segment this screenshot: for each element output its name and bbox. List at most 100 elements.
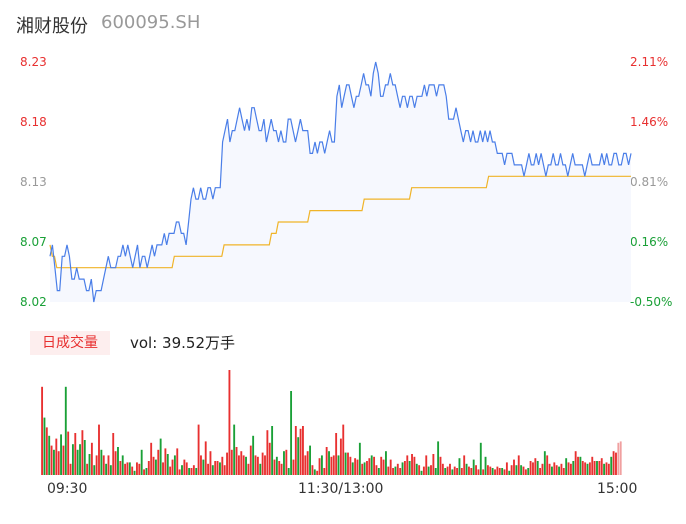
volume-bar xyxy=(351,462,354,475)
volume-bar xyxy=(610,456,613,475)
volume-bar xyxy=(240,451,243,475)
volume-bar xyxy=(619,441,622,475)
volume-bar xyxy=(192,465,195,475)
volume-bar xyxy=(342,424,345,475)
volume-bar xyxy=(456,468,459,475)
volume-bar xyxy=(228,370,231,475)
price-tick-label: 8.18 xyxy=(20,115,47,129)
volume-total: vol: 39.52万手 xyxy=(130,334,235,352)
volume-bar xyxy=(235,447,238,475)
volume-bar xyxy=(200,455,202,475)
volume-bar xyxy=(330,456,333,475)
volume-bar xyxy=(389,459,392,475)
volume-bar xyxy=(581,461,584,475)
volume-bar xyxy=(579,456,582,475)
volume-bar xyxy=(517,455,520,475)
volume-bar xyxy=(221,456,224,475)
volume-bar xyxy=(558,466,560,475)
volume-bar xyxy=(45,427,48,475)
volume-bar xyxy=(513,459,515,475)
volume-bar xyxy=(420,470,423,475)
volume-bar xyxy=(313,469,316,475)
volume-bar xyxy=(98,424,100,475)
volume-bar xyxy=(593,461,596,475)
volume-bar xyxy=(323,468,326,475)
volume-bar xyxy=(524,469,527,475)
volume-bar xyxy=(71,444,74,475)
volume-bar xyxy=(249,445,252,475)
volume-bar xyxy=(387,466,390,475)
volume-bar xyxy=(81,430,84,475)
volume-bar xyxy=(264,455,266,475)
volume-bar xyxy=(358,442,361,475)
volume-bar xyxy=(392,468,394,475)
volume-bar xyxy=(181,465,183,475)
volume-bar xyxy=(57,451,60,475)
volume-bar xyxy=(223,465,226,475)
volume-bar xyxy=(266,430,269,475)
volume-bar xyxy=(332,455,335,475)
volume-bar xyxy=(157,449,160,475)
volume-bar xyxy=(339,438,342,475)
volume-bar xyxy=(418,465,421,475)
volume-bar xyxy=(482,469,485,475)
volume-bar xyxy=(368,458,371,475)
volume-bar xyxy=(159,438,162,475)
volume-bar xyxy=(477,469,480,475)
volume-bar xyxy=(140,449,143,475)
volume-bar xyxy=(88,454,91,475)
volume-bar xyxy=(202,459,205,475)
volume-bar xyxy=(102,455,105,475)
volume-bar xyxy=(370,455,373,475)
volume-bar xyxy=(335,433,338,475)
volume-bar xyxy=(394,466,397,475)
volume-bar xyxy=(515,465,518,475)
volume-bar xyxy=(439,456,442,475)
percent-tick-label: 0.81% xyxy=(630,175,669,189)
volume-bar xyxy=(219,462,221,475)
volume-bar xyxy=(275,456,278,475)
volume-bar xyxy=(285,449,288,475)
volume-bar xyxy=(195,468,198,475)
volume-bar xyxy=(413,456,416,475)
volume-bar xyxy=(498,468,501,475)
volume-bar xyxy=(121,455,124,475)
volume-bar xyxy=(361,463,364,475)
volume-bar xyxy=(451,469,454,475)
volume-bar xyxy=(304,455,307,475)
volume-bar xyxy=(145,468,148,475)
volume-bar xyxy=(86,463,89,475)
volume-bar xyxy=(114,451,117,475)
volume-bar xyxy=(600,458,603,475)
volume-bar xyxy=(453,466,456,475)
volume-bar xyxy=(242,455,245,475)
volume-badge[interactable]: 日成交量 xyxy=(30,331,110,355)
volume-bar xyxy=(380,456,383,475)
volume-bar xyxy=(62,445,65,475)
volume-bar xyxy=(188,468,191,475)
volume-bar xyxy=(551,466,553,475)
volume-bar xyxy=(117,447,119,475)
volume-bar xyxy=(425,455,428,475)
volume-bar xyxy=(128,462,131,475)
volume-bar xyxy=(43,417,46,475)
volume-bar xyxy=(522,466,525,475)
volume-bar xyxy=(577,456,579,475)
volume-bar xyxy=(444,468,447,475)
time-tick-label: 15:00 xyxy=(597,481,638,497)
volume-bar xyxy=(489,466,492,475)
volume-bar xyxy=(230,449,233,475)
volume-bar xyxy=(366,461,368,475)
volume-bar xyxy=(603,463,606,475)
volume-bar xyxy=(183,459,186,475)
volume-bar xyxy=(169,466,172,475)
volume-bar xyxy=(119,461,122,475)
volume-bar xyxy=(560,463,563,475)
volume-bar xyxy=(449,463,451,475)
volume-bar xyxy=(465,463,468,475)
volume-bar xyxy=(173,455,176,475)
volume-bar xyxy=(53,449,55,475)
volume-bar xyxy=(584,462,587,475)
stock-code: 600095.SH xyxy=(101,12,201,33)
volume-bar xyxy=(470,468,473,475)
